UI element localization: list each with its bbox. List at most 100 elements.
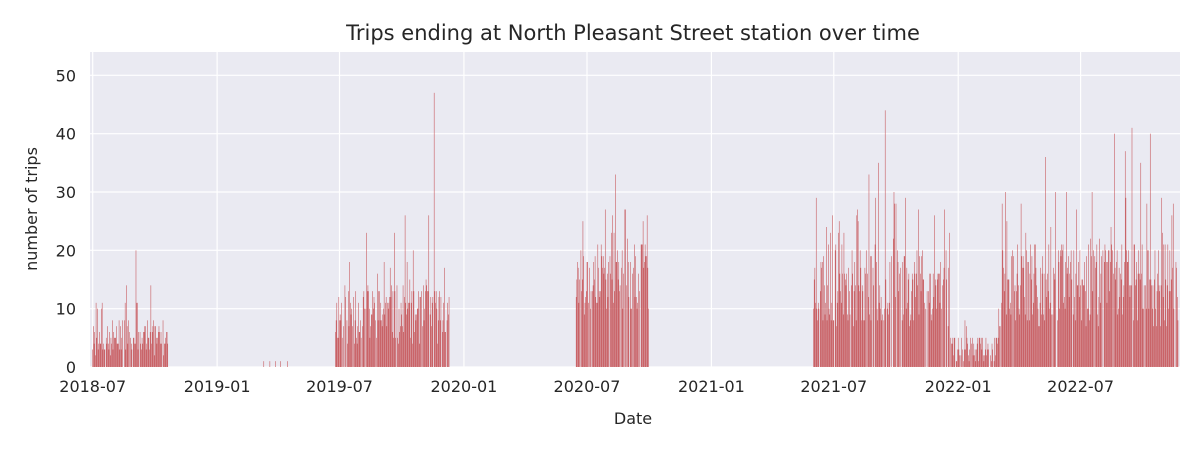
bar [94, 332, 95, 367]
bar [833, 320, 835, 367]
bar [632, 273, 633, 367]
bar [107, 343, 109, 367]
bar [337, 337, 338, 367]
bar [353, 297, 354, 367]
bar [1114, 267, 1116, 367]
bar [1037, 308, 1039, 367]
bar [1062, 250, 1063, 367]
bar [1033, 302, 1034, 367]
bar [966, 326, 967, 367]
bar [339, 320, 340, 367]
bar [1146, 203, 1148, 367]
bar [884, 308, 885, 367]
bar [888, 314, 889, 367]
bar [1032, 314, 1033, 367]
bar [916, 250, 918, 367]
bar [368, 291, 369, 367]
bar [92, 349, 93, 367]
bar [1034, 244, 1035, 367]
bar [840, 302, 842, 367]
bar [590, 291, 592, 367]
bar [106, 343, 108, 367]
bar [1085, 291, 1086, 367]
bar [1052, 314, 1054, 367]
bar [968, 361, 970, 367]
bar [374, 302, 375, 367]
bar [114, 337, 115, 367]
bar [895, 297, 896, 367]
bar [154, 326, 156, 367]
bar [95, 355, 96, 367]
bar [613, 232, 615, 367]
bar [162, 320, 164, 367]
bar [1130, 285, 1131, 367]
bar [136, 302, 137, 367]
bar [601, 256, 603, 367]
bar [815, 197, 817, 367]
bar [1021, 256, 1023, 367]
bar [1068, 297, 1070, 367]
y-tick-label: 10 [56, 300, 76, 319]
bar [824, 285, 825, 367]
y-tick-label: 30 [56, 183, 76, 202]
bar [860, 267, 862, 367]
bar [1020, 203, 1022, 367]
bar [149, 332, 151, 367]
bar [387, 308, 389, 367]
bar [942, 285, 943, 367]
bar [971, 343, 973, 367]
bar [894, 203, 895, 367]
bar [1058, 262, 1060, 367]
bar [907, 302, 908, 367]
bar [130, 343, 132, 367]
bar [391, 285, 392, 367]
bar [585, 297, 586, 367]
bar [422, 326, 423, 367]
bar [636, 297, 637, 367]
bar [978, 361, 979, 367]
bar [359, 332, 361, 367]
bar [967, 343, 968, 367]
bar [1060, 250, 1061, 367]
bar [994, 337, 995, 367]
bar [341, 302, 342, 367]
bar [630, 308, 632, 367]
bar [362, 297, 364, 367]
bar [587, 262, 588, 367]
bar [918, 314, 920, 367]
bar [928, 302, 930, 367]
bar [1124, 262, 1125, 367]
bar [396, 285, 398, 367]
bar [907, 279, 909, 367]
bar [1147, 250, 1149, 367]
bar [646, 215, 648, 367]
bar [134, 343, 135, 367]
y-tick-label: 0 [66, 358, 76, 377]
bar [1150, 279, 1152, 367]
bar [973, 343, 975, 367]
bar [379, 291, 380, 367]
bar [1164, 244, 1166, 367]
bar [829, 314, 831, 367]
bar [884, 110, 886, 367]
bar [1030, 244, 1031, 367]
bar [446, 320, 448, 367]
bar [836, 302, 838, 367]
bar [394, 232, 395, 367]
bar [438, 297, 440, 367]
bar [157, 337, 158, 367]
bar [1097, 326, 1099, 367]
bar [1166, 285, 1168, 367]
bar [1157, 273, 1158, 367]
bar [1164, 320, 1165, 367]
bar [859, 291, 860, 367]
bar [287, 361, 288, 367]
bar [1028, 262, 1029, 367]
bar [1066, 273, 1068, 367]
bar [126, 285, 127, 367]
bar [613, 302, 614, 367]
bar [1043, 273, 1045, 367]
bar [1002, 250, 1004, 367]
bar [412, 343, 413, 367]
bar [109, 332, 110, 367]
